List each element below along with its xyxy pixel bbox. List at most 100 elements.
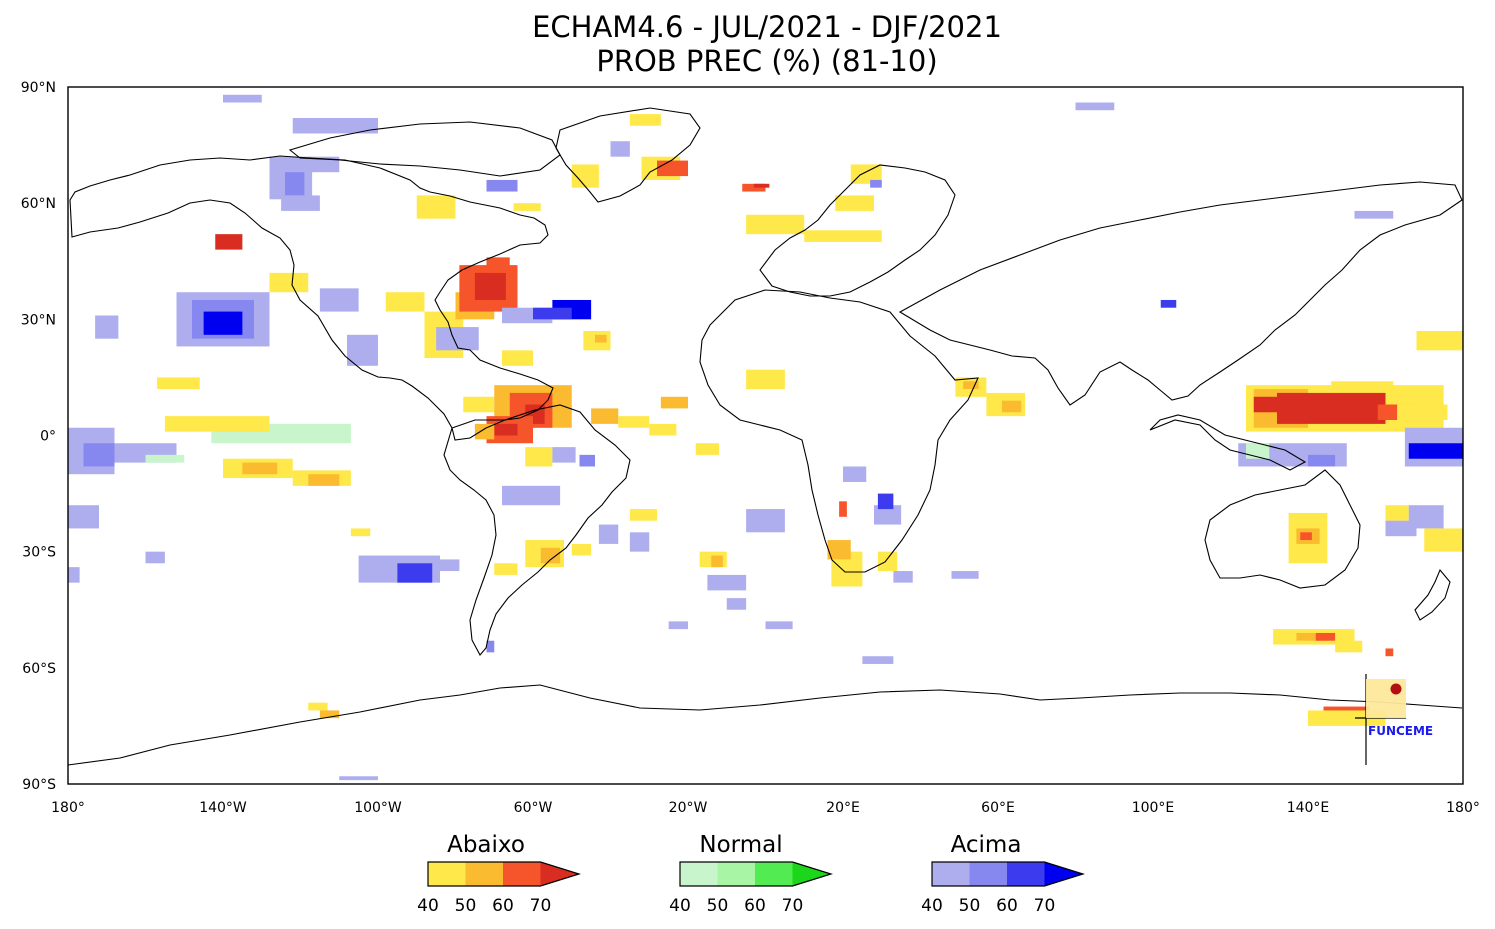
region-below-18: [215, 234, 243, 250]
region-above-25: [347, 334, 378, 366]
region-below-120: [1424, 528, 1463, 552]
legend-above-title: Acima: [951, 832, 1022, 858]
region-below-55: [540, 547, 561, 564]
lon-tick-label: 100°W: [354, 800, 402, 816]
region-below-113: [1300, 532, 1312, 541]
coastline-south-america: [443, 404, 631, 656]
region-below-88: [695, 443, 719, 455]
lat-tick-label: 90°S: [22, 777, 56, 793]
region-above-80: [877, 493, 894, 510]
region-below-117: [1335, 640, 1363, 653]
legend-normal-arrow: [792, 862, 831, 886]
lon-tick-label: 180°: [51, 800, 85, 816]
region-above-15: [203, 311, 243, 335]
region-above-79: [874, 505, 902, 525]
region-below-48: [591, 408, 619, 424]
region-above-5: [68, 567, 80, 583]
region-above-21: [308, 156, 340, 173]
region-above-123: [1308, 454, 1336, 467]
region-above-51: [579, 454, 595, 467]
logo-red-dot-icon: [1390, 683, 1402, 695]
region-below-47: [525, 447, 553, 467]
region-above-53: [598, 524, 619, 544]
lon-tick-label: 180°: [1446, 800, 1480, 816]
region-below-133: [1416, 330, 1463, 351]
region-above-71: [726, 598, 747, 610]
region-below-57: [494, 563, 518, 575]
coastline-europe: [759, 164, 956, 297]
region-below-102: [657, 160, 688, 177]
legend-above-swatch-2: [969, 862, 1007, 886]
region-below-63: [308, 702, 328, 711]
region-normal-122: [1246, 443, 1270, 459]
coastline-africa: [699, 289, 979, 573]
legend-normal-outline: [679, 861, 834, 887]
legend-above-tick-70: 70: [1034, 896, 1056, 916]
region-above-74: [746, 509, 785, 533]
legend-below: Abaixo 40 50 60 70: [417, 832, 582, 916]
region-below-118: [1385, 505, 1409, 521]
region-above-119: [1408, 505, 1444, 529]
region-below-100: [571, 164, 599, 188]
coastline-maritime-continent: [1149, 414, 1307, 471]
region-below-86: [660, 396, 688, 409]
region-above-136: [1354, 210, 1394, 219]
region-below-23: [269, 272, 309, 293]
longitude-ticks: 180° 140°W 100°W 60°W 20°W 20°E 60°E 100°E 140°E…: [51, 800, 1480, 816]
lon-tick-label: 20°E: [826, 800, 860, 816]
region-below-32: [486, 257, 510, 273]
lon-tick-label: 140°E: [1287, 800, 1330, 816]
lat-tick-label: 60°S: [22, 661, 56, 677]
lon-tick-label: 60°W: [514, 800, 553, 816]
region-above-109: [292, 117, 378, 134]
legend-below-swatch-2: [465, 862, 503, 886]
region-below-99: [753, 183, 770, 188]
region-above-84: [951, 571, 979, 579]
region-below-127: [1253, 396, 1277, 413]
lat-tick-label: 0°: [40, 429, 56, 445]
region-below-129: [1331, 381, 1394, 390]
region-below-115: [1296, 632, 1328, 641]
legend-below-outline: [427, 861, 582, 887]
legend: Abaixo 40 50 60 70 Normal 40 50 60 70 Ac…: [417, 832, 1086, 916]
region-below-85: [746, 369, 785, 390]
region-below-87: [649, 423, 677, 436]
legend-above-arrow: [1044, 862, 1083, 886]
logo-sun-box: [1366, 679, 1406, 718]
legend-below-swatch-1: [428, 862, 466, 886]
lon-tick-label: 140°W: [199, 800, 247, 816]
region-below-126: [1277, 392, 1386, 424]
region-above-135: [1160, 299, 1177, 308]
legend-below-tick-40: 40: [417, 896, 439, 916]
region-below-132: [1397, 404, 1448, 421]
region-above-4: [68, 505, 99, 529]
region-above-22: [281, 195, 320, 211]
region-below-139: [1385, 648, 1394, 657]
region-above-131: [1408, 443, 1463, 459]
legend-below-arrow: [540, 862, 579, 886]
region-above-104: [610, 141, 630, 157]
legend-normal-tick-50: 50: [707, 896, 729, 916]
legend-below-title: Abaixo: [447, 832, 525, 858]
region-below-62: [350, 528, 371, 537]
legend-normal: Normal 40 50 60 70: [669, 832, 834, 916]
logo-text: FUNCEME: [1368, 724, 1433, 738]
region-below-95: [835, 195, 874, 211]
region-above-52: [552, 447, 576, 463]
lon-tick-label: 100°E: [1132, 800, 1175, 816]
region-below-37: [502, 350, 533, 366]
legend-below-tick-50: 50: [455, 896, 477, 916]
legend-above-tick-40: 40: [921, 896, 943, 916]
legend-above-tick-50: 50: [959, 896, 981, 916]
legend-normal-tick-70: 70: [782, 896, 804, 916]
figure-title-line1: ECHAM4.6 - JUL/2021 - DJF/2021: [532, 10, 1002, 44]
region-below-90: [963, 381, 979, 390]
region-above-64: [339, 776, 378, 781]
region-above-1: [83, 443, 115, 467]
region-below-93: [746, 214, 805, 235]
region-below-8: [164, 416, 270, 432]
coastline-new-zealand: [1414, 568, 1451, 621]
region-below-65: [319, 710, 340, 719]
region-above-107: [486, 179, 518, 192]
region-above-81: [843, 466, 867, 482]
